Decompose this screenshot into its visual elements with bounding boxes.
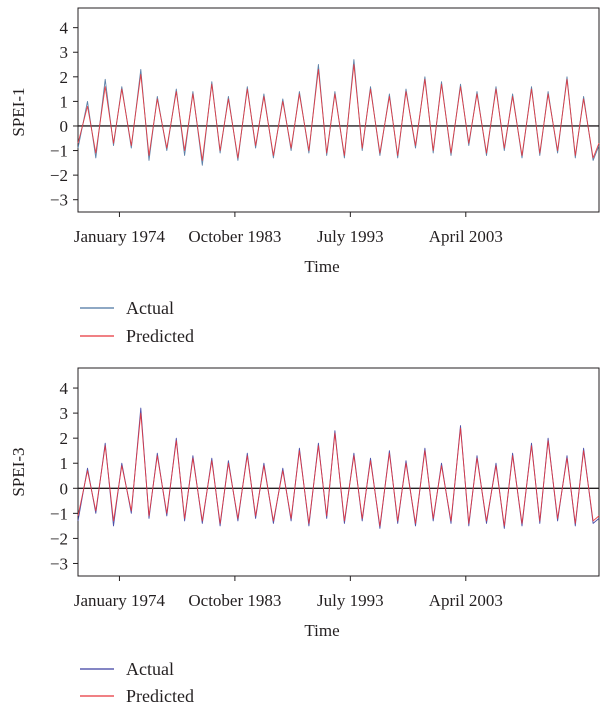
y-axis: 4 3 2 1 0 −1 −2 −3 (50, 19, 78, 210)
legend-label-predicted: Predicted (126, 686, 194, 706)
y-tick-label: 4 (60, 379, 69, 398)
x-tick-label: April 2003 (429, 591, 503, 610)
y-tick-label: 1 (60, 454, 69, 473)
y-tick-label: 2 (60, 68, 69, 87)
x-tick-label: January 1974 (74, 591, 166, 610)
x-axis: January 1974 October 1983 July 1993 April 2… (74, 212, 503, 246)
x-axis: January 1974 October 1983 July 1993 April 2… (74, 576, 503, 610)
y-tick-label: 3 (60, 404, 69, 423)
y-axis-label: SPEI-3 (9, 447, 28, 496)
chart-panel-spei-3: 4 3 2 1 0 −1 −2 −3 January 1974 October 1983 July… (9, 367, 600, 706)
plot-frame (77, 7, 600, 213)
y-axis: 4 3 2 1 0 −1 −2 −3 (50, 379, 78, 573)
x-axis-label: Time (304, 257, 339, 276)
y-axis-label: SPEI-1 (9, 87, 28, 136)
y-tick-label: −2 (50, 166, 68, 185)
y-tick-label: −1 (50, 142, 68, 161)
x-tick-label: January 1974 (74, 227, 166, 246)
x-tick-label: October 1983 (188, 591, 281, 610)
x-axis-label: Time (304, 621, 339, 640)
x-tick-label: April 2003 (429, 227, 503, 246)
y-tick-label: 1 (60, 92, 69, 111)
series-line-predicted (77, 412, 600, 527)
legend: Actual Predicted (80, 298, 194, 346)
x-tick-label: July 1993 (317, 591, 384, 610)
legend-label-actual: Actual (126, 659, 174, 679)
series-layer (77, 407, 600, 529)
x-tick-label: October 1983 (188, 227, 281, 246)
y-tick-label: 2 (60, 429, 69, 448)
y-tick-label: 3 (60, 43, 69, 62)
y-tick-label: −2 (50, 529, 68, 548)
y-tick-label: −3 (50, 554, 68, 573)
series-line-predicted (77, 64, 600, 161)
legend-label-predicted: Predicted (126, 326, 194, 346)
y-tick-label: 4 (60, 19, 69, 38)
y-tick-label: 0 (60, 117, 69, 136)
chart-panel-spei-1: 4 3 2 1 0 −1 −2 −3 January 1974 October 1983 July… (9, 7, 600, 346)
legend-label-actual: Actual (126, 298, 174, 318)
series-layer (77, 59, 600, 166)
y-tick-label: −1 (50, 504, 68, 523)
legend: Actual Predicted (80, 659, 194, 706)
y-tick-label: −3 (50, 191, 68, 210)
x-tick-label: July 1993 (317, 227, 384, 246)
y-tick-label: 0 (60, 479, 69, 498)
plot-frame (77, 367, 600, 577)
